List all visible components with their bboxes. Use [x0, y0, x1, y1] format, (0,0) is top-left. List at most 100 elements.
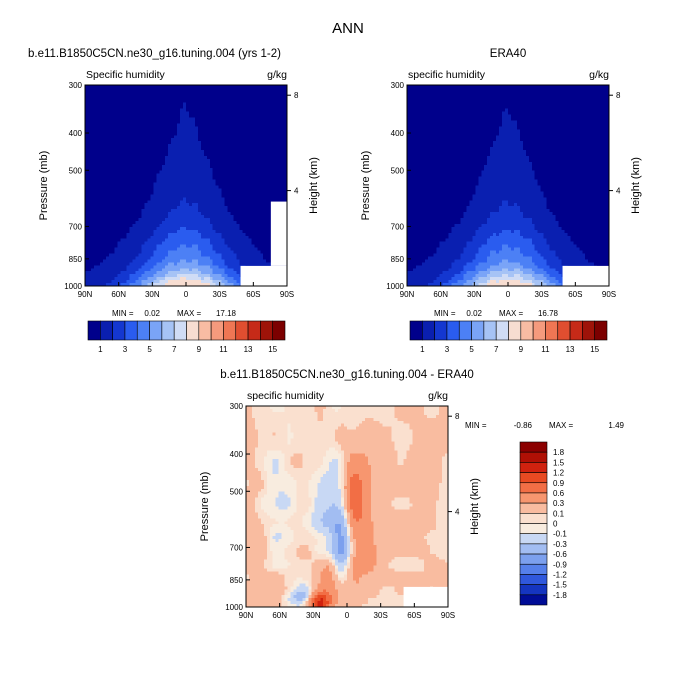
- contour-cell: [186, 203, 190, 207]
- contour-cell: [102, 141, 107, 145]
- contour-cell: [227, 209, 231, 213]
- contour-cell: [144, 135, 148, 139]
- contour-cell: [117, 87, 122, 92]
- contour-cell: [200, 105, 205, 110]
- contour-cell: [191, 161, 196, 166]
- contour-cell: [272, 144, 276, 148]
- contour-cell: [257, 218, 261, 222]
- contour-cell: [111, 220, 116, 225]
- contour-cell: [200, 191, 205, 195]
- contour-cell: [183, 150, 187, 154]
- contour-cell: [463, 85, 467, 89]
- contour-cell: [165, 280, 169, 284]
- contour-cell: [87, 229, 92, 234]
- contour-cell: [263, 218, 267, 222]
- contour-cell: [248, 185, 252, 189]
- contour-cell: [275, 111, 279, 115]
- contour-cell: [197, 173, 202, 178]
- contour-cell: [224, 141, 228, 145]
- contour-cell: [126, 191, 130, 195]
- contour-cell: [96, 268, 101, 272]
- contour-cell: [576, 87, 580, 92]
- contour-cell: [203, 123, 208, 127]
- contour-cell: [141, 238, 145, 243]
- contour-cell: [177, 265, 181, 269]
- contour-cell: [150, 150, 154, 154]
- contour-cell: [126, 262, 130, 266]
- contour-cell: [141, 200, 145, 204]
- contour-cell: [412, 96, 417, 101]
- contour-cell: [224, 158, 228, 163]
- contour-cell: [162, 96, 166, 101]
- contour-cell: [90, 87, 95, 92]
- contour-cell: [177, 147, 181, 151]
- contour-cell: [236, 99, 240, 104]
- contour-cell: [87, 247, 92, 251]
- contour-cell: [263, 215, 267, 219]
- contour-cell: [519, 85, 524, 89]
- contour-cell: [138, 265, 142, 269]
- contour-cell: [111, 247, 116, 251]
- contour-cell: [194, 182, 199, 186]
- contour-cell: [138, 283, 142, 287]
- contour-cell: [123, 138, 127, 142]
- contour-cell: [156, 111, 160, 115]
- contour-cell: [144, 209, 148, 213]
- contour-cell: [183, 173, 187, 178]
- contour-cell: [260, 126, 264, 130]
- contour-cell: [266, 96, 270, 101]
- contour-cell: [218, 215, 223, 219]
- contour-cell: [93, 256, 98, 260]
- contour-cell: [197, 274, 202, 278]
- contour-cell: [180, 188, 184, 192]
- contour-cell: [212, 197, 217, 201]
- contour-cell: [96, 215, 101, 219]
- contour-cell: [111, 144, 116, 148]
- contour-cell: [144, 182, 148, 186]
- contour-cell: [281, 114, 285, 118]
- contour-cell: [108, 262, 113, 266]
- contour-cell: [168, 132, 172, 136]
- contour-cell: [209, 158, 214, 163]
- contour-cell: [200, 247, 205, 251]
- contour-cell: [90, 179, 95, 183]
- contour-cell: [224, 232, 228, 237]
- contour-cell: [442, 96, 447, 101]
- contour-cell: [188, 259, 193, 263]
- contour-cell: [126, 244, 130, 248]
- contour-cell: [242, 215, 246, 219]
- contour-cell: [177, 132, 181, 136]
- contour-cell: [108, 200, 113, 204]
- contour-cell: [85, 93, 89, 98]
- contour-cell: [141, 138, 145, 142]
- contour-cell: [188, 144, 193, 148]
- contour-cell: [197, 244, 202, 248]
- contour-cell: [194, 197, 199, 201]
- contour-cell: [105, 194, 110, 198]
- contour-cell: [212, 215, 217, 219]
- contour-cell: [206, 220, 211, 225]
- contour-cell: [263, 203, 267, 207]
- contour-cell: [138, 117, 142, 121]
- contour-cell: [87, 241, 92, 246]
- contour-cell: [102, 223, 107, 228]
- contour-cell: [245, 194, 249, 198]
- contour-cell: [168, 218, 172, 222]
- contour-cell: [135, 129, 139, 133]
- contour-cell: [230, 93, 234, 98]
- contour-cell: [209, 120, 214, 124]
- contour-cell: [108, 259, 113, 263]
- contour-cell: [209, 144, 214, 148]
- contour-cell: [90, 85, 95, 89]
- contour-cell: [194, 120, 199, 124]
- contour-cell: [266, 141, 270, 145]
- contour-cell: [236, 259, 240, 263]
- contour-cell: [284, 155, 288, 160]
- contour-cell: [242, 220, 246, 225]
- contour-cell: [188, 126, 193, 130]
- contour-cell: [188, 232, 193, 237]
- contour-cell: [171, 244, 175, 248]
- contour-cell: [236, 105, 240, 110]
- contour-cell: [105, 206, 110, 210]
- contour-cell: [188, 129, 193, 133]
